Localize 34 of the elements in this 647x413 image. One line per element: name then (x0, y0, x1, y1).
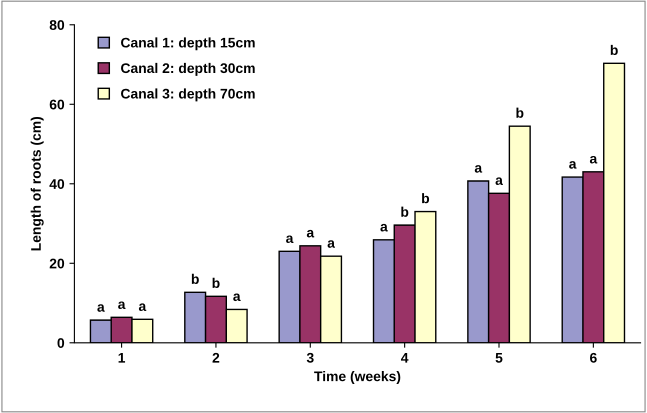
legend-label: Canal 3: depth 70cm (121, 88, 255, 102)
data-label: a (118, 301, 126, 310)
data-label: b (516, 108, 524, 118)
legend-label: Canal 1: depth 15cm (121, 37, 255, 50)
legend-label: Canal 2: depth 30cm (121, 62, 255, 76)
data-label: a (306, 230, 314, 238)
y-tick-label: 20 (50, 258, 64, 268)
y-axis-title: Length of roots (cm) (30, 116, 44, 250)
data-label: a (569, 161, 577, 169)
data-label: a (496, 177, 503, 186)
data-label: a (474, 165, 482, 173)
y-tick-label: 60 (50, 100, 64, 110)
y-tick-label: 80 (50, 20, 64, 30)
data-label: b (422, 193, 430, 204)
x-tick-label: 3 (306, 352, 314, 363)
x-tick-label: 2 (212, 352, 220, 363)
x-axis-title: Time (weeks) (314, 371, 400, 384)
data-label: b (192, 274, 199, 284)
data-label: b (610, 44, 618, 56)
data-label: b (212, 278, 220, 288)
data-label: a (138, 303, 146, 312)
data-label: a (590, 156, 598, 164)
x-tick-label: 5 (496, 353, 502, 363)
data-label: a (380, 224, 388, 232)
x-tick-label: 6 (590, 352, 597, 363)
x-tick-label: 4 (400, 353, 408, 363)
y-tick-label: 40 (49, 179, 64, 189)
y-tick-label: 0 (58, 338, 64, 348)
data-label: a (97, 304, 105, 312)
data-label: b (401, 206, 408, 217)
data-label: a (286, 235, 294, 244)
data-label: a (328, 240, 335, 248)
data-label: a (233, 293, 241, 302)
x-tick-label: 1 (118, 353, 126, 363)
